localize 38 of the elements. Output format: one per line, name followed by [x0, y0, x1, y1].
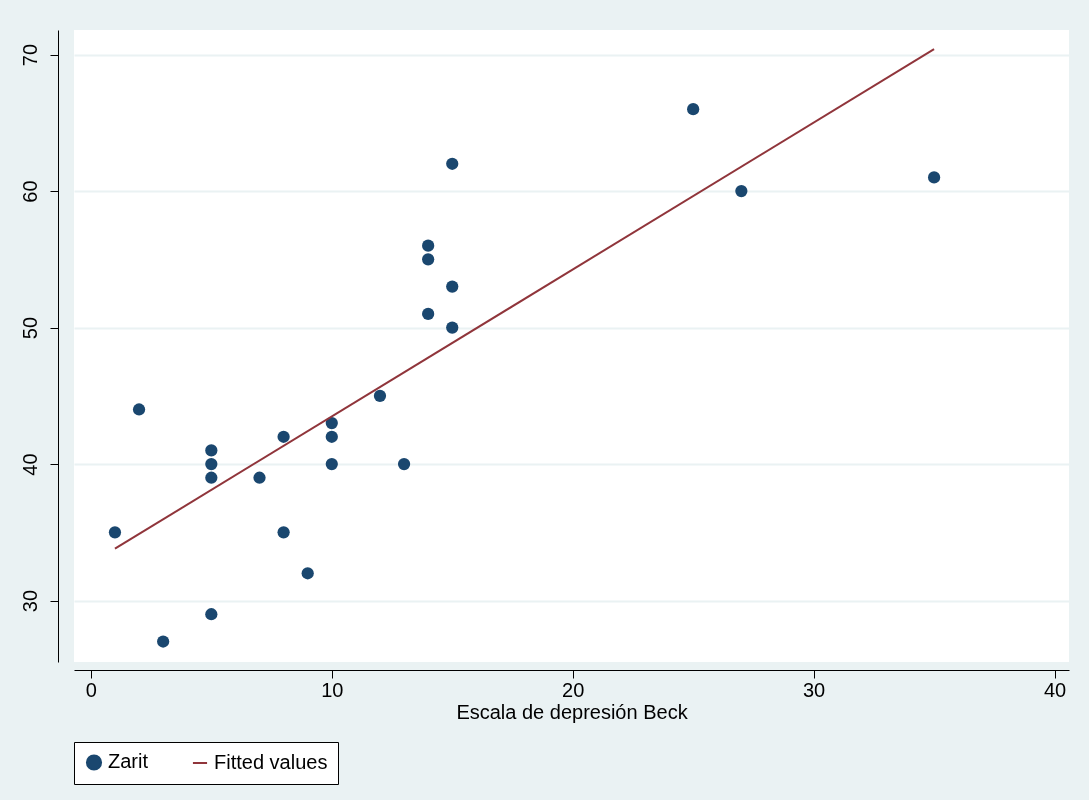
legend-label: Fitted values	[214, 751, 328, 773]
y-tick-label: 30	[18, 589, 41, 613]
point	[277, 430, 290, 443]
point	[205, 444, 218, 457]
x-tick-label: 10	[321, 678, 344, 701]
point	[422, 239, 435, 252]
point	[157, 635, 170, 648]
point	[277, 526, 290, 539]
point	[325, 417, 338, 430]
point	[205, 608, 218, 621]
y-tick-label: 60	[18, 180, 41, 203]
point	[325, 430, 338, 443]
x-tick-label: 30	[803, 678, 826, 701]
point	[446, 321, 459, 334]
y-tick-label: 40	[18, 453, 41, 476]
point	[735, 184, 748, 198]
point	[301, 567, 314, 580]
x-tick-label: 0	[85, 678, 97, 701]
point	[373, 389, 387, 402]
point	[132, 403, 146, 416]
point	[253, 471, 266, 484]
point	[422, 307, 435, 321]
point	[397, 457, 411, 471]
x-tick-label: 40	[1043, 678, 1067, 701]
point	[108, 526, 122, 539]
point	[446, 157, 459, 170]
legend-label: Zarit	[108, 750, 149, 773]
point	[325, 457, 338, 471]
point	[446, 280, 459, 293]
point	[205, 457, 218, 471]
x-tick-label: 20	[562, 678, 585, 701]
point	[422, 253, 435, 266]
x-axis-title: Escala de depresión Beck	[456, 700, 689, 723]
y-tick-label: 70	[18, 43, 41, 67]
point	[205, 471, 218, 484]
y-tick-label: 50	[18, 316, 41, 340]
point	[687, 103, 700, 116]
point	[927, 171, 941, 184]
